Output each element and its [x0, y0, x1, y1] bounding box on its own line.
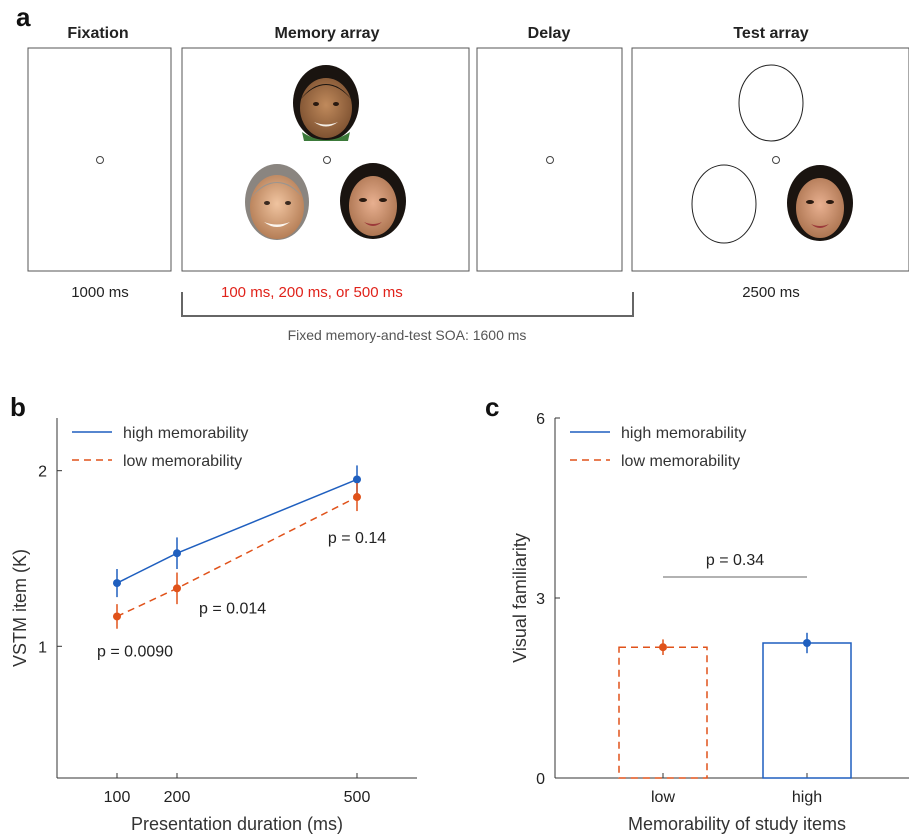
- stage-frame-memory-array: [181, 47, 470, 272]
- empty-oval-icon: [691, 164, 757, 244]
- fixation-dot-icon: [96, 156, 104, 164]
- fixation-dot-icon: [323, 156, 331, 164]
- p-value-annotation: p = 0.014: [199, 600, 266, 617]
- y-tick-label: 6: [536, 411, 545, 428]
- face-photo-icon: [340, 163, 406, 239]
- stage-duration-fixation: 1000 ms: [71, 284, 129, 301]
- panel-c-letter: c: [485, 392, 499, 422]
- y-tick-label: 3: [536, 591, 545, 608]
- soa-label: Fixed memory-and-test SOA: 1600 ms: [288, 327, 527, 343]
- data-point: [173, 549, 181, 558]
- x-tick-label: high: [792, 789, 822, 806]
- legend-label: high memorability: [621, 425, 746, 442]
- series-line: [116, 496, 358, 618]
- stage-frame-test-array: [631, 47, 909, 272]
- data-point: [353, 475, 361, 484]
- data-point: [113, 579, 121, 588]
- soa-bracket: [181, 292, 634, 317]
- y-tick-label: 1: [38, 639, 47, 656]
- y-axis-label: VSTM item (K): [10, 549, 30, 667]
- x-axis-label: Memorability of study items: [628, 814, 846, 834]
- stage-title-fixation: Fixation: [67, 25, 128, 42]
- legend-label: low memorability: [621, 453, 740, 470]
- data-point: [353, 493, 361, 502]
- fixation-dot-icon: [772, 156, 780, 164]
- y-tick-label: 2: [38, 464, 47, 481]
- bar: [618, 646, 708, 779]
- face-photo-icon: [293, 65, 359, 141]
- panel-a-letter: a: [16, 2, 31, 32]
- stage-frame-delay: [476, 47, 623, 272]
- legend-label: high memorability: [123, 425, 248, 442]
- data-point: [173, 584, 181, 593]
- stage-duration-test-array: 2500 ms: [742, 284, 800, 301]
- x-tick-label: low: [651, 789, 675, 806]
- stage-title-delay: Delay: [528, 25, 571, 42]
- y-tick-label: 0: [536, 771, 545, 788]
- x-axis-label: Presentation duration (ms): [131, 814, 343, 834]
- p-value-annotation: p = 0.14: [328, 530, 386, 547]
- panel-b: b 100 200 500 1 2 Presentation duration (ms) V…: [10, 392, 417, 834]
- empty-oval-icon: [738, 64, 804, 142]
- fixation-dot-icon: [546, 156, 554, 164]
- stage-title-memory-array: Memory array: [275, 25, 380, 42]
- p-value-annotation: p = 0.34: [706, 552, 764, 569]
- chart-b-plot: 100 200 500 1 2 Presentation duration (ms) VST…: [10, 418, 417, 834]
- data-point: [659, 643, 667, 652]
- face-photo-icon: [245, 164, 309, 240]
- stage-duration-memory-array: 100 ms, 200 ms, or 500 ms: [221, 284, 403, 301]
- stage-title-test-array: Test array: [733, 25, 808, 42]
- data-point: [803, 639, 811, 647]
- series-line: [116, 478, 358, 584]
- x-tick-label: 200: [164, 789, 191, 806]
- stage-frame-fixation: [27, 47, 172, 272]
- p-value-annotation: p = 0.0090: [97, 643, 173, 660]
- data-point: [113, 612, 121, 621]
- face-photo-icon: [787, 165, 853, 241]
- panel-c: c 0 3 6 low high Memorability of study items V…: [485, 392, 909, 834]
- panel-a: a Fixation Memory array Delay Test array: [16, 2, 909, 343]
- x-tick-label: 100: [104, 789, 131, 806]
- x-tick-label: 500: [344, 789, 371, 806]
- legend-label: low memorability: [123, 453, 242, 470]
- y-axis-label: Visual familiarity: [510, 533, 530, 663]
- chart-c-plot: 0 3 6 low high Memorability of study items Vis…: [510, 411, 909, 834]
- panel-b-letter: b: [10, 392, 26, 422]
- bar: [762, 642, 852, 779]
